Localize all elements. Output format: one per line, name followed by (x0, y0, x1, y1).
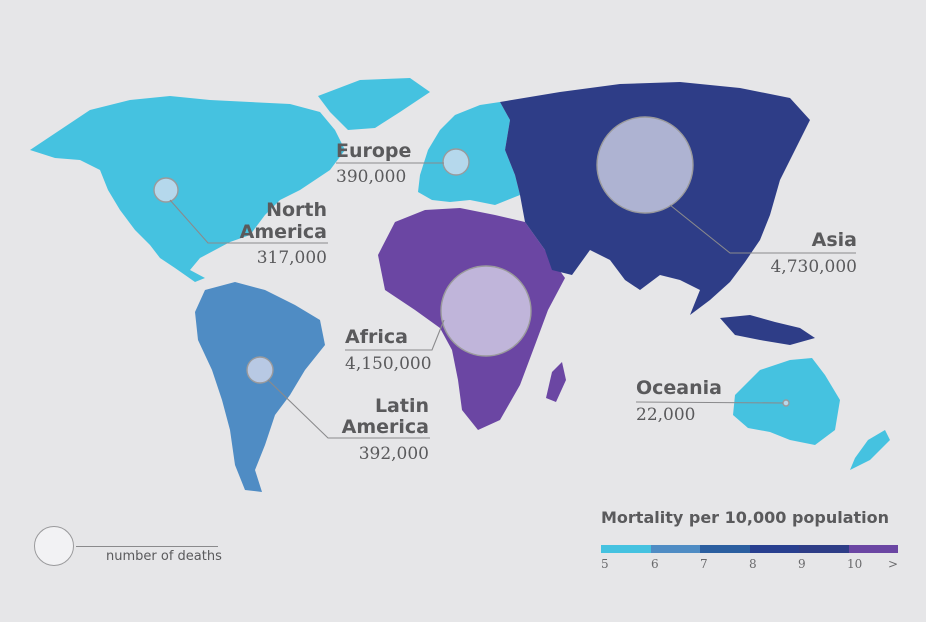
label-oceania-name: Oceania (636, 377, 722, 399)
label-europe-deaths: 390,000 (336, 167, 406, 187)
region-new-zealand[interactable] (850, 430, 890, 470)
legend-tick-5: 5 (601, 557, 609, 571)
label-north-america-line2: America (240, 221, 327, 243)
legend-swatch-6 (848, 545, 898, 553)
label-asia-deaths: 4,730,000 (770, 257, 857, 277)
bubble-africa[interactable] (440, 265, 532, 357)
label-latin-america-line2: America (342, 416, 429, 438)
leader-africa (345, 319, 445, 351)
legend-tick-10: 10 (847, 557, 863, 571)
size-key-circle (34, 526, 74, 566)
bubble-europe[interactable] (442, 148, 470, 176)
size-key-line (76, 546, 218, 547)
legend-tick-9: 9 (798, 557, 806, 571)
bubble-north-america[interactable] (153, 177, 179, 203)
legend-swatch-2 (650, 545, 700, 553)
legend-swatch-1 (601, 545, 651, 553)
region-europe[interactable] (418, 102, 520, 205)
label-north-america-deaths: 317,000 (257, 248, 327, 268)
legend-tick-more: > (888, 557, 899, 571)
bubble-oceania[interactable] (782, 399, 790, 407)
label-north-america-line1: North (266, 199, 327, 221)
leader-latin-america (267, 379, 430, 439)
legend-swatch-5 (799, 545, 849, 553)
label-africa-name: Africa (345, 326, 408, 348)
label-europe-name: Europe (336, 140, 411, 162)
legend-swatch-4 (749, 545, 799, 553)
legend-swatch-3 (700, 545, 750, 553)
region-north-america[interactable] (30, 96, 345, 282)
region-latin-america[interactable] (195, 282, 325, 492)
leader-oceania (635, 401, 784, 404)
label-latin-america-deaths: 392,000 (359, 444, 429, 464)
size-key-label: number of deaths (106, 549, 222, 564)
leader-north-america (169, 199, 328, 244)
legend-color-bar (601, 545, 898, 553)
label-latin-america-line1: Latin (375, 395, 429, 417)
legend-title: Mortality per 10,000 population (601, 508, 890, 527)
bubble-asia[interactable] (596, 116, 694, 214)
label-asia-name: Asia (812, 229, 857, 251)
bubble-latin-america[interactable] (246, 356, 274, 384)
region-madagascar[interactable] (546, 362, 566, 402)
label-africa-deaths: 4,150,000 (345, 354, 432, 374)
region-se-asia-islands[interactable] (720, 315, 815, 345)
label-oceania-deaths: 22,000 (636, 405, 695, 425)
leader-asia (669, 204, 856, 254)
legend-tick-7: 7 (700, 557, 708, 571)
legend-tick-8: 8 (749, 557, 757, 571)
legend-tick-6: 6 (651, 557, 659, 571)
region-greenland[interactable] (318, 78, 430, 130)
